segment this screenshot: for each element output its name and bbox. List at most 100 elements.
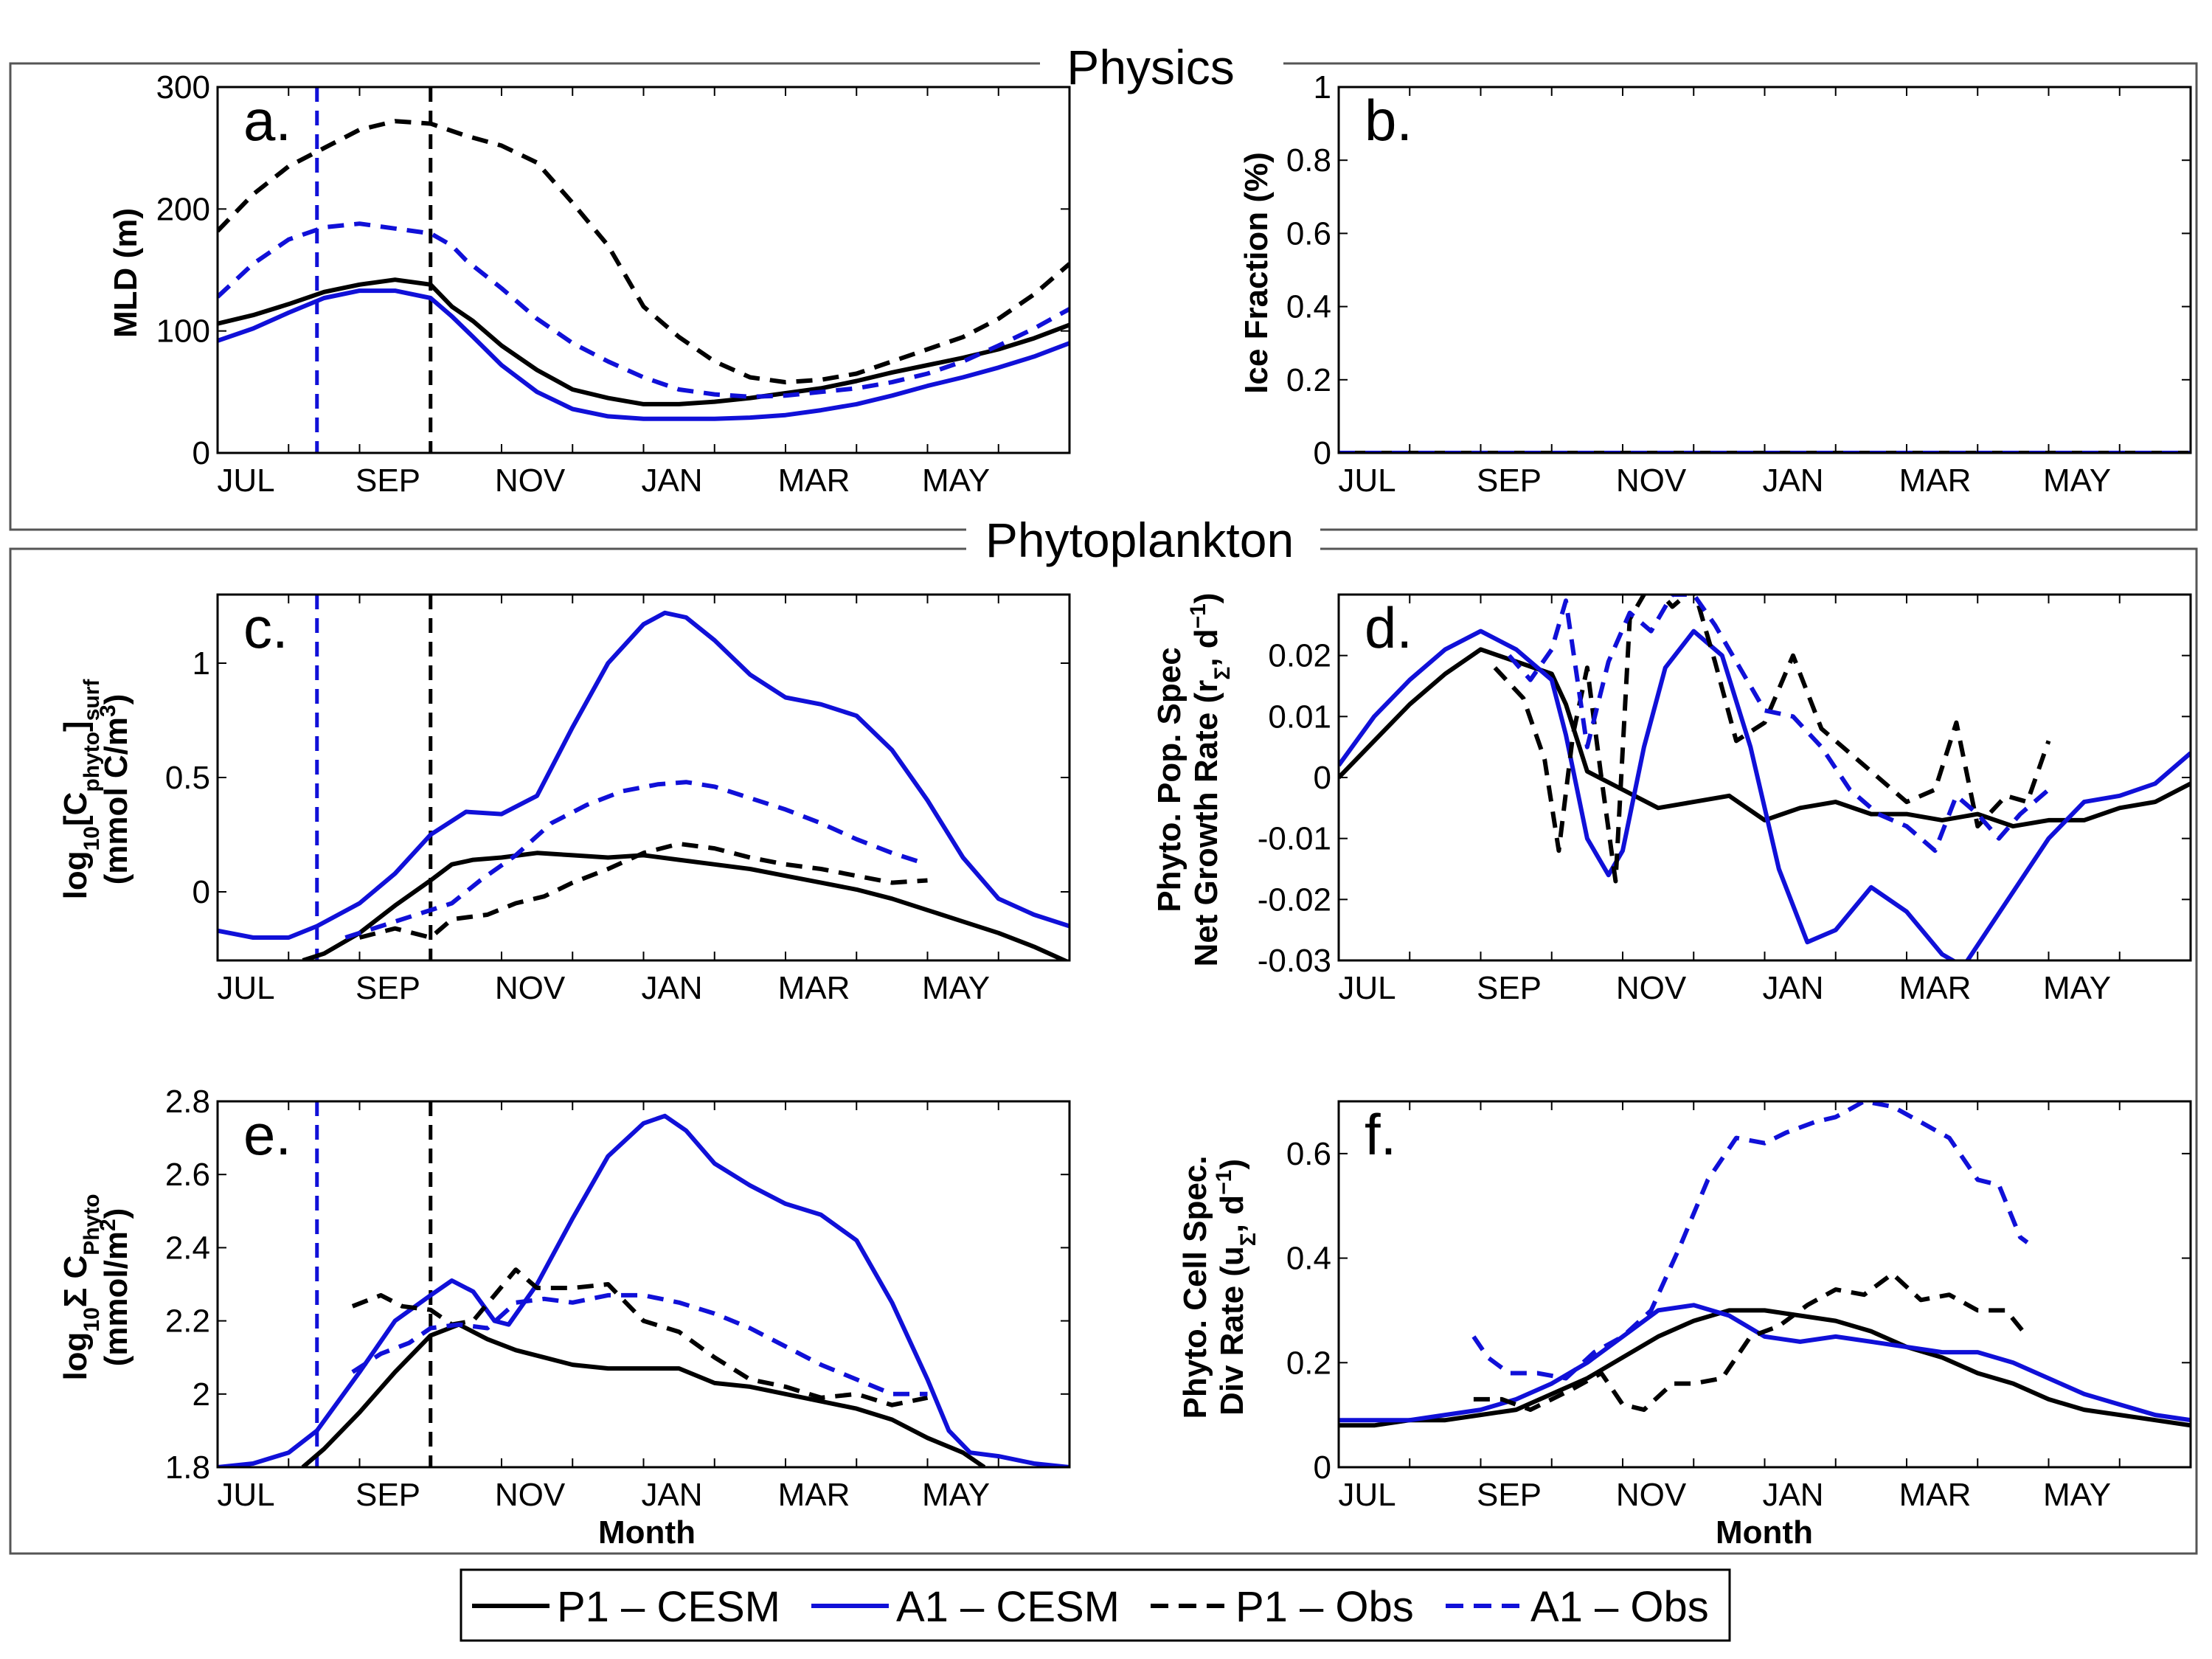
panel-d-series-0-line — [1339, 647, 2191, 829]
panel-c-series-0-line — [302, 851, 1069, 960]
panel-b-ytick-label: 0.8 — [1286, 142, 1331, 179]
panel-f-ytick-label: 0.4 — [1286, 1241, 1331, 1277]
panel-e-plot-area — [218, 1101, 1069, 1467]
panel-c-ytick-label: 1 — [193, 645, 210, 682]
panel-e-xtick-label: JUL — [217, 1477, 274, 1513]
panel-f-division-rate: Phyto. Cell Spec. Div Rate (uΣ, d−1) Mon… — [1177, 1100, 2192, 1551]
panel-f-plot-area — [1339, 1101, 2191, 1467]
phyto-title-backdrop — [966, 516, 1320, 571]
panel-e-series-3-line — [351, 1292, 928, 1396]
panel-c-letter: c. — [243, 595, 288, 660]
panel-c-surface-phyto: log10[Cphyto]surf (mmol C/m3) JUL SEP NOV J… — [58, 593, 1071, 1006]
panel-a-series-1-line — [218, 288, 1069, 421]
panel-d-xtick-label: NOV — [1616, 970, 1687, 1006]
panel-b-ylabel-text: Ice Fraction (%) — [1238, 152, 1275, 394]
panel-b-xtick-label: JUL — [1338, 463, 1395, 499]
panel-e-series-1-line — [218, 1113, 1069, 1467]
panel-e-ytick-label: 2.6 — [165, 1157, 210, 1193]
legend-label-a1-cesm: A1 – CESM — [896, 1583, 1120, 1631]
panel-d-ytick-label: -0.03 — [1258, 943, 1331, 979]
panel-f-xlabel: Month — [1716, 1514, 1813, 1551]
panel-c-series-2-line — [358, 841, 928, 940]
panel-a-ylabel: MLD (m) — [108, 208, 144, 338]
panel-a-plot-area — [218, 87, 1069, 453]
panel-e-series-group — [218, 1113, 1069, 1467]
panel-a-xtick-label: MAY — [922, 463, 990, 499]
panel-d-series-3-line — [1507, 595, 2050, 853]
panel-f-xtick-label: MAY — [2043, 1477, 2111, 1513]
phyto-group-title: Phytoplankton — [985, 513, 1294, 567]
panel-f-series-2-line — [1473, 1271, 2029, 1413]
panel-e-xtick-label: MAY — [922, 1477, 990, 1513]
panel-c-xtick-label: JAN — [641, 970, 702, 1006]
panel-c-ytick-label: 0 — [193, 874, 210, 910]
panel-d-xtick-label: JUL — [1338, 970, 1395, 1006]
panel-b-xtick-label: MAY — [2043, 463, 2111, 499]
panel-e-ylabel-line2: (mmol/m2) — [96, 1208, 135, 1367]
panel-d-ytick-label: 0 — [1314, 760, 1331, 796]
panel-d-ytick-label: -0.01 — [1258, 821, 1331, 857]
panel-d-ytick-label: 0.01 — [1268, 699, 1331, 735]
panel-a-series-0-line — [218, 277, 1069, 406]
panel-c-xtick-label: NOV — [495, 970, 566, 1006]
legend-label-a1-obs: A1 – Obs — [1530, 1583, 1709, 1631]
legend: P1 – CESM A1 – CESM P1 – Obs A1 – Obs — [460, 1568, 1731, 1642]
panel-e-letter: e. — [243, 1102, 291, 1167]
panel-f-ytick-label: 0.6 — [1286, 1136, 1331, 1172]
panel-f-ytick-label: 0 — [1314, 1450, 1331, 1486]
panel-f-ytick-label: 0.2 — [1286, 1345, 1331, 1381]
panel-d-series-1-line — [1339, 628, 2191, 960]
panel-b-letter: b. — [1365, 88, 1412, 153]
panel-c-xtick-label: MAY — [922, 970, 990, 1006]
physics-group-title: Physics — [1067, 40, 1234, 94]
panel-c-series-group — [218, 610, 1069, 960]
panel-d-xtick-label: JAN — [1762, 970, 1823, 1006]
panel-e-xtick-label: MAR — [778, 1477, 850, 1513]
panel-c-xtick-label: JUL — [217, 970, 274, 1006]
panel-e-ytick-label: 2 — [193, 1376, 210, 1413]
panel-c-xtick-label: SEP — [356, 970, 420, 1006]
panel-a-ylabel-text: MLD (m) — [108, 208, 144, 338]
panel-b-plot-area — [1339, 87, 2191, 453]
panel-a-mld: MLD (m) JUL SEP NOV JAN MAR MAY 0 100 200 300 a. — [108, 69, 1071, 499]
panel-d-xtick-label: MAR — [1899, 970, 1972, 1006]
panel-f-xtick-label: NOV — [1616, 1477, 1687, 1513]
panel-e-xtick-label: SEP — [356, 1477, 420, 1513]
panel-a-ytick-label: 300 — [156, 69, 210, 105]
panel-f-series-3-line — [1471, 1101, 2029, 1381]
panel-a-series-group — [218, 119, 1069, 421]
panel-d-letter: d. — [1365, 595, 1412, 660]
panel-d-xtick-label: SEP — [1477, 970, 1542, 1006]
panel-b-xtick-label: NOV — [1616, 463, 1687, 499]
panel-f-xtick-label: JUL — [1338, 1477, 1395, 1513]
panel-a-xtick-label: JAN — [641, 463, 702, 499]
panel-a-xtick-label: JUL — [217, 463, 274, 499]
panel-f-series-0-line — [1339, 1308, 2191, 1428]
panel-e-series-2-line — [351, 1267, 929, 1407]
panel-d-ytick-label: -0.02 — [1258, 882, 1331, 918]
panel-e-series-0-line — [301, 1322, 986, 1467]
panel-f-xtick-label: SEP — [1477, 1477, 1542, 1513]
legend-label-p1-obs: P1 – Obs — [1235, 1583, 1414, 1631]
panel-d-ytick-label: 0.02 — [1268, 638, 1331, 674]
panel-c-ylabel-line1: log10[Cphyto]surf — [58, 679, 104, 900]
panel-d-ylabel-line2: Net Growth Rate (rΣ, d−1) — [1186, 593, 1235, 967]
panel-e-ytick-label: 2.8 — [165, 1084, 210, 1120]
panel-f-series-1-line — [1339, 1303, 2191, 1423]
panel-b-ytick-label: 0.2 — [1286, 362, 1331, 398]
panel-a-series-2-line — [218, 119, 1069, 385]
panel-c-series-1-line — [218, 610, 1069, 940]
panel-b-xtick-label: SEP — [1477, 463, 1542, 499]
panel-c-ytick-label: 0.5 — [165, 760, 210, 796]
panel-a-ytick-label: 100 — [156, 314, 210, 350]
panel-b-ytick-label: 1 — [1314, 69, 1331, 105]
panel-b-ytick-label: 0.4 — [1286, 289, 1331, 325]
panel-f-xtick-label: JAN — [1762, 1477, 1823, 1513]
panel-a-series-3-line — [218, 221, 1069, 399]
panel-f-ylabel-line1: Phyto. Cell Spec. — [1177, 1156, 1213, 1419]
panel-c-plot-area — [218, 595, 1069, 960]
panel-d-series-group — [1339, 595, 2191, 960]
panel-e-integrated-phyto: log10Σ CPhyto (mmol/m2) Month JUL SEP NOV J… — [58, 1084, 1071, 1551]
panel-e-ylabel-line1: log10Σ CPhyto — [58, 1194, 104, 1380]
